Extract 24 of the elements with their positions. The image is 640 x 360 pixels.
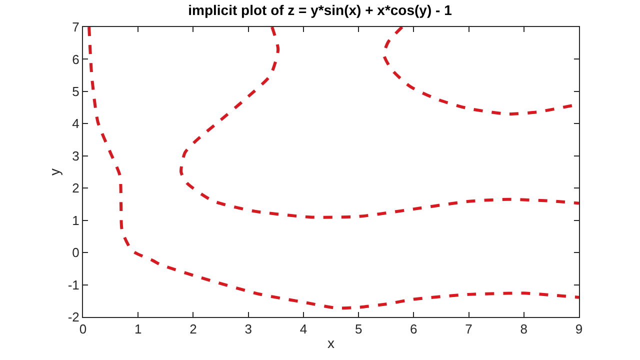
x-tick-label: 3 [244, 322, 252, 337]
x-tick-label: 5 [354, 322, 362, 337]
chart-title: implicit plot of z = y*sin(x) + x*cos(y) - 1 [188, 2, 452, 18]
y-tick-label: 6 [72, 52, 80, 67]
y-tick-label: -2 [68, 310, 80, 325]
x-tick-label: 6 [410, 322, 418, 337]
x-tick-label: 7 [465, 322, 472, 337]
x-tick-label: 9 [575, 322, 583, 337]
y-tick-label: 7 [72, 20, 80, 35]
y-tick-label: 2 [72, 180, 80, 196]
line-series [88, 27, 579, 310]
x-tick-label: 4 [300, 322, 308, 337]
y-tick-label: -1 [68, 277, 80, 292]
y-tick-label: 1 [72, 212, 80, 228]
y-tick-label: 5 [72, 84, 80, 99]
x-tick-label: 8 [520, 322, 528, 337]
y-axis-title: y [46, 168, 62, 176]
line-series [180, 27, 579, 219]
x-axis-title: x [328, 334, 334, 351]
y-tick-label: 3 [72, 148, 80, 164]
x-tick-label: 1 [134, 322, 142, 337]
y-tick-label: 4 [72, 116, 80, 132]
y-tick-label: 0 [72, 245, 80, 260]
x-tick-label: 2 [190, 322, 197, 337]
